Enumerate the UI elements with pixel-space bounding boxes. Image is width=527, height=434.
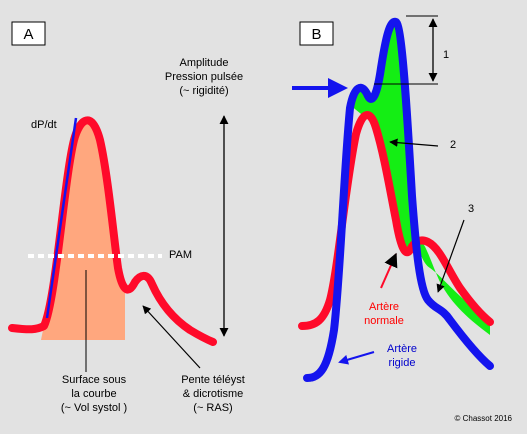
normal-artery-label-line-1: Artère — [369, 301, 399, 313]
slope-label-line-3: (~ RAS) — [193, 402, 232, 414]
difference-area — [350, 23, 490, 336]
marker-3-label: 3 — [468, 203, 474, 215]
amplitude-label-line-3: (~ rigidité) — [179, 85, 228, 97]
slope-label-line-1: Pente téléyst — [181, 374, 245, 386]
panel-b: B 1 2 3 Artère normale Artère rigide — [292, 15, 494, 382]
rigid-artery-pointer — [338, 351, 375, 365]
panel-b-label: B — [311, 26, 321, 43]
dpdt-label: dP/dt — [31, 119, 57, 131]
surface-label-line-1: Surface sous — [62, 374, 127, 386]
amplitude-label-line-1: Amplitude — [180, 57, 229, 69]
surface-label-line-3: (~ Vol systol ) — [61, 402, 127, 414]
normal-artery-pointer — [380, 252, 398, 289]
slope-label-line-2: & dicrotisme — [183, 388, 244, 400]
dpdt-tangent-line — [45, 117, 78, 319]
pam-label: PAM — [169, 249, 192, 261]
rigid-artery-label-line-1: Artère — [387, 343, 417, 355]
panel-b-label-box — [299, 21, 334, 46]
rigid-artery-curve — [303, 17, 494, 382]
surface-label-line-2: la courbe — [71, 388, 116, 400]
panel-a-label-box — [11, 21, 46, 46]
amplitude-label-line-2: Pression pulsée — [165, 71, 243, 83]
slope-pointer-arrow — [142, 305, 201, 369]
panel-a-label: A — [23, 26, 33, 43]
rigid-artery-label-line-2: rigide — [389, 357, 416, 369]
marker-1-label: 1 — [443, 49, 449, 61]
panel-a: A dP/dt PAM Amplitude Pression pulsée (~… — [8, 21, 245, 414]
marker-2-label: 2 — [450, 139, 456, 151]
normal-artery-label-line-2: normale — [364, 315, 404, 327]
pressure-curve-a — [8, 116, 217, 346]
marker-2-arrow — [389, 138, 439, 147]
copyright-text: © Chassot 2016 — [455, 414, 513, 423]
marker-3-arrow — [436, 219, 465, 293]
